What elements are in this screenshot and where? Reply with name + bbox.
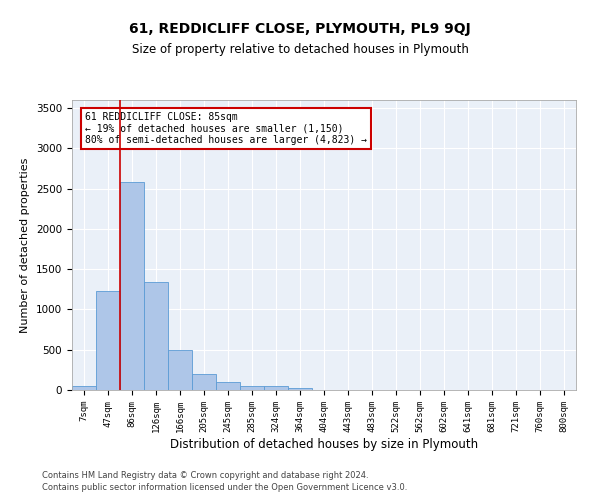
Bar — [96, 291, 120, 390]
Bar — [264, 386, 288, 390]
Text: Contains HM Land Registry data © Crown copyright and database right 2024.: Contains HM Land Registry data © Crown c… — [42, 470, 368, 480]
Bar — [216, 382, 240, 390]
Bar — [240, 386, 264, 390]
Bar — [168, 350, 192, 390]
Bar — [144, 282, 168, 390]
Bar — [288, 388, 312, 390]
Bar — [72, 386, 96, 390]
Y-axis label: Number of detached properties: Number of detached properties — [20, 158, 31, 332]
Text: 61 REDDICLIFF CLOSE: 85sqm
← 19% of detached houses are smaller (1,150)
80% of s: 61 REDDICLIFF CLOSE: 85sqm ← 19% of deta… — [85, 112, 367, 146]
Bar — [120, 182, 144, 390]
Text: Contains public sector information licensed under the Open Government Licence v3: Contains public sector information licen… — [42, 483, 407, 492]
Text: Size of property relative to detached houses in Plymouth: Size of property relative to detached ho… — [131, 42, 469, 56]
Bar — [192, 374, 216, 390]
Text: 61, REDDICLIFF CLOSE, PLYMOUTH, PL9 9QJ: 61, REDDICLIFF CLOSE, PLYMOUTH, PL9 9QJ — [129, 22, 471, 36]
X-axis label: Distribution of detached houses by size in Plymouth: Distribution of detached houses by size … — [170, 438, 478, 450]
